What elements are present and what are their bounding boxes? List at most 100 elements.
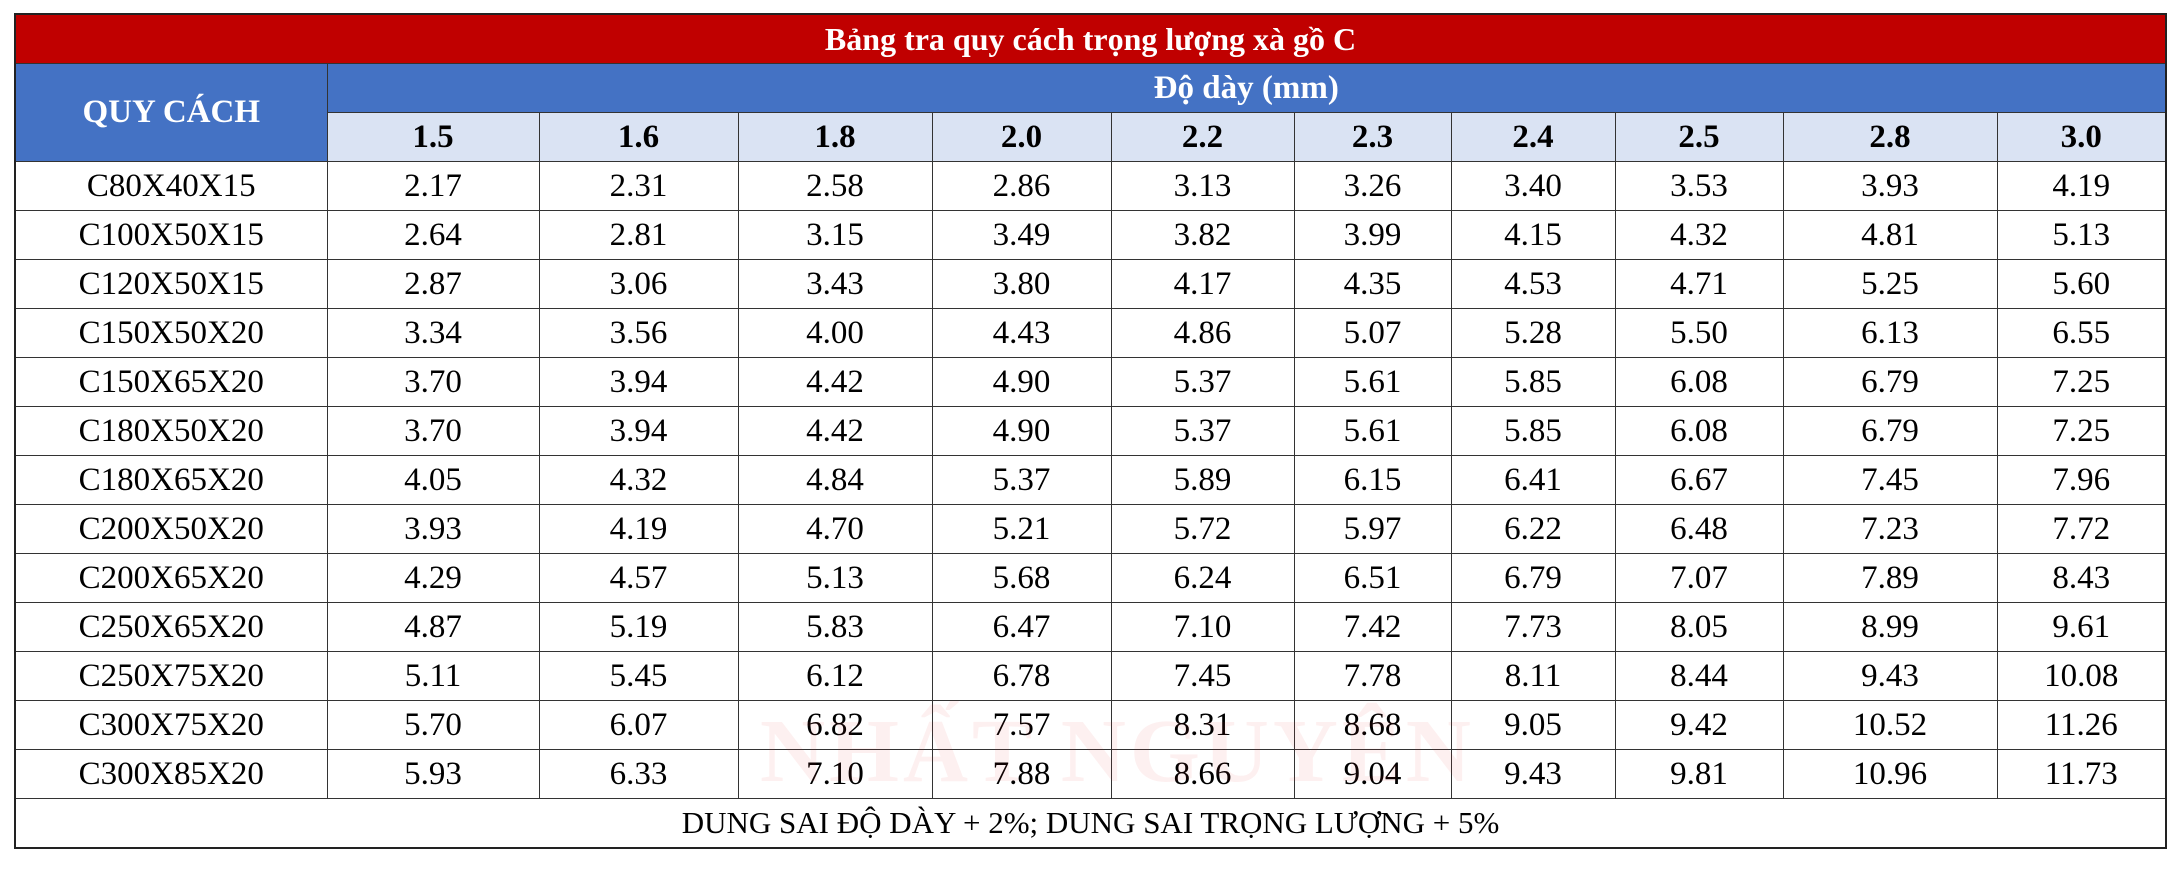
weight-cell: 3.43 <box>737 259 933 309</box>
spec-cell: C300X85X20 <box>14 749 328 799</box>
spec-cell: C250X65X20 <box>14 602 328 652</box>
weight-cell: 7.10 <box>1110 602 1295 652</box>
weight-cell: 6.12 <box>737 651 933 701</box>
weight-cell: 7.57 <box>931 700 1112 750</box>
weight-cell: 10.52 <box>1782 700 1998 750</box>
weight-cell: 2.58 <box>737 161 933 211</box>
weight-cell: 6.08 <box>1614 406 1784 456</box>
weight-cell: 4.87 <box>326 602 540 652</box>
weight-cell: 4.42 <box>737 357 933 407</box>
thickness-cell: 2.8 <box>1782 112 1998 162</box>
weight-cell: 5.07 <box>1293 308 1452 358</box>
weight-cell: 6.33 <box>538 749 739 799</box>
weight-cell: 4.90 <box>931 357 1112 407</box>
weight-cell: 4.19 <box>1996 161 2167 211</box>
weight-cell: 6.79 <box>1782 406 1998 456</box>
weight-cell: 4.42 <box>737 406 933 456</box>
weight-cell: 5.85 <box>1450 406 1616 456</box>
weight-cell: 4.35 <box>1293 259 1452 309</box>
weight-cell: 3.70 <box>326 357 540 407</box>
weight-cell: 4.17 <box>1110 259 1295 309</box>
data-row: C100X50X15 2.64 2.81 3.15 3.49 3.82 3.99 4.15 4.… <box>14 210 2167 260</box>
weight-cell: 4.57 <box>538 553 739 603</box>
weight-cell: 5.97 <box>1293 504 1452 554</box>
weight-cell: 3.94 <box>538 406 739 456</box>
weight-cell: 6.41 <box>1450 455 1616 505</box>
weight-cell: 4.05 <box>326 455 540 505</box>
spec-cell: C180X50X20 <box>14 406 328 456</box>
weight-table: Bảng tra quy cách trọng lượng xà gồ C QU… <box>14 13 2168 849</box>
weight-cell: 5.70 <box>326 700 540 750</box>
weight-cell: 3.06 <box>538 259 739 309</box>
weight-cell: 9.04 <box>1293 749 1452 799</box>
weight-cell: 8.99 <box>1782 602 1998 652</box>
data-row: C250X75X20 5.11 5.45 6.12 6.78 7.45 7.78 8.11 8.… <box>14 651 2167 701</box>
weight-cell: 5.68 <box>931 553 1112 603</box>
spec-cell: C150X50X20 <box>14 308 328 358</box>
weight-cell: 5.11 <box>326 651 540 701</box>
weight-cell: 2.64 <box>326 210 540 260</box>
weight-cell: 5.28 <box>1450 308 1616 358</box>
weight-cell: 5.72 <box>1110 504 1295 554</box>
weight-cell: 8.43 <box>1996 553 2167 603</box>
data-row: C180X65X20 4.05 4.32 4.84 5.37 5.89 6.15 6.41 6.… <box>14 455 2167 505</box>
weight-cell: 9.81 <box>1614 749 1784 799</box>
weight-cell: 7.07 <box>1614 553 1784 603</box>
weight-cell: 4.84 <box>737 455 933 505</box>
weight-cell: 5.85 <box>1450 357 1616 407</box>
weight-cell: 4.32 <box>1614 210 1784 260</box>
weight-cell: 5.61 <box>1293 406 1452 456</box>
weight-cell: 6.48 <box>1614 504 1784 554</box>
data-row: C300X75X20 5.70 6.07 6.82 7.57 8.31 8.68 9.05 9.… <box>14 700 2167 750</box>
weight-cell: 5.93 <box>326 749 540 799</box>
weight-cell: 10.96 <box>1782 749 1998 799</box>
data-row: C200X50X20 3.93 4.19 4.70 5.21 5.72 5.97 6.22 6.… <box>14 504 2167 554</box>
spec-cell: C200X65X20 <box>14 553 328 603</box>
weight-cell: 4.71 <box>1614 259 1784 309</box>
weight-cell: 4.00 <box>737 308 933 358</box>
weight-cell: 4.81 <box>1782 210 1998 260</box>
weight-cell: 3.49 <box>931 210 1112 260</box>
weight-cell: 6.13 <box>1782 308 1998 358</box>
spec-cell: C80X40X15 <box>14 161 328 211</box>
weight-cell: 3.15 <box>737 210 933 260</box>
data-row: C300X85X20 5.93 6.33 7.10 7.88 8.66 9.04 9.43 9.… <box>14 749 2167 799</box>
weight-cell: 3.94 <box>538 357 739 407</box>
weight-cell: 7.78 <box>1293 651 1452 701</box>
weight-cell: 8.68 <box>1293 700 1452 750</box>
weight-cell: 9.61 <box>1996 602 2167 652</box>
weight-cell: 7.42 <box>1293 602 1452 652</box>
thickness-row: 1.5 1.6 1.8 2.0 2.2 2.3 2.4 2.5 2.8 3.0 <box>15 112 2167 162</box>
weight-cell: 6.07 <box>538 700 739 750</box>
thickness-cell: 2.0 <box>931 112 1112 162</box>
weight-cell: 4.29 <box>326 553 540 603</box>
weight-cell: 2.31 <box>538 161 739 211</box>
spec-cell: C120X50X15 <box>14 259 328 309</box>
weight-cell: 5.13 <box>1996 210 2167 260</box>
weight-cell: 9.43 <box>1782 651 1998 701</box>
weight-cell: 4.19 <box>538 504 739 554</box>
spec-cell: C200X50X20 <box>14 504 328 554</box>
weight-cell: 6.22 <box>1450 504 1616 554</box>
weight-cell: 6.78 <box>931 651 1112 701</box>
weight-cell: 3.53 <box>1614 161 1784 211</box>
spec-cell: C250X75X20 <box>14 651 328 701</box>
weight-cell: 3.93 <box>326 504 540 554</box>
spec-cell: C150X65X20 <box>14 357 328 407</box>
weight-cell: 4.70 <box>737 504 933 554</box>
thickness-cell: 1.8 <box>737 112 933 162</box>
weight-cell: 5.37 <box>931 455 1112 505</box>
weight-cell: 6.82 <box>737 700 933 750</box>
weight-cell: 7.45 <box>1782 455 1998 505</box>
weight-cell: 11.73 <box>1996 749 2167 799</box>
weight-cell: 7.96 <box>1996 455 2167 505</box>
weight-cell: 4.53 <box>1450 259 1616 309</box>
weight-cell: 8.66 <box>1110 749 1295 799</box>
weight-cell: 5.45 <box>538 651 739 701</box>
weight-cell: 3.40 <box>1450 161 1616 211</box>
table-title: Bảng tra quy cách trọng lượng xà gồ C <box>14 13 2167 64</box>
weight-cell: 8.11 <box>1450 651 1616 701</box>
thickness-cell: 2.4 <box>1450 112 1616 162</box>
spec-cell: C100X50X15 <box>14 210 328 260</box>
weight-cell: 5.61 <box>1293 357 1452 407</box>
